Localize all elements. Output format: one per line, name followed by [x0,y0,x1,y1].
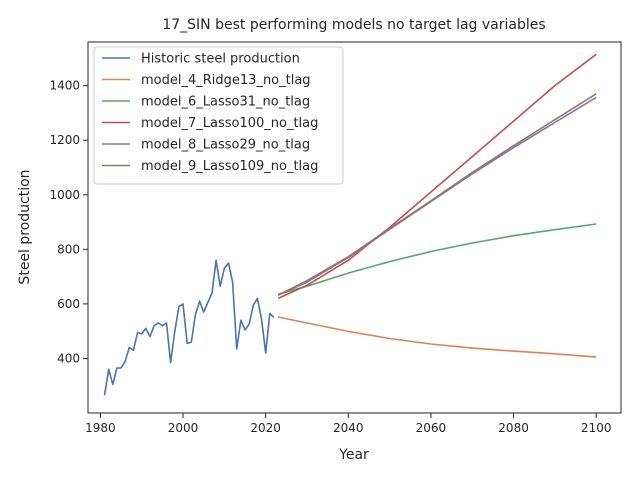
series-line-2 [277,223,597,296]
legend-label-0: Historic steel production [141,52,300,67]
legend-label-2: model_6_Lasso31_no_tlag [141,95,310,110]
series-line-1 [277,316,597,358]
y-tick-label-1: 600 [57,297,80,311]
x-tick-label-1: 2000 [168,421,199,435]
x-tick-label-0: 1980 [85,421,116,435]
x-tick-label-2: 2020 [250,421,281,435]
legend-label-3: model_7_Lasso100_no_tlag [141,116,318,131]
y-axis-label: Steel production [17,169,33,284]
legend-label-4: model_8_Lasso29_no_tlag [141,138,310,153]
legend-label-5: model_9_Lasso109_no_tlag [141,159,318,174]
y-axis: 400 600 800 1000 1200 1400 [49,79,88,365]
plot-frame [87,41,622,414]
legend: Historic steel production model_4_Ridge13… [93,46,344,185]
x-axis-label: Year [338,447,369,463]
x-tick-label-4: 2060 [416,421,447,435]
y-tick-label-3: 1000 [49,188,80,202]
legend-box [93,46,344,185]
x-axis: 1980 2000 2020 2040 2060 2080 2100 [85,413,611,435]
y-tick-label-5: 1400 [49,79,80,93]
chart-title: 17_SIN best performing models no target … [162,17,545,33]
plot-lines [103,53,597,396]
y-tick-label-2: 800 [57,242,80,256]
legend-label-1: model_4_Ridge13_no_tlag [141,73,311,88]
y-tick-label-4: 1200 [49,133,80,147]
y-tick-label-0: 400 [57,351,80,365]
x-tick-label-6: 2100 [581,421,612,435]
x-tick-label-5: 2080 [498,421,529,435]
series-line-0 [103,259,275,396]
series-line-5 [277,93,597,296]
x-tick-label-3: 2040 [333,421,364,435]
series-line-3 [277,53,597,300]
